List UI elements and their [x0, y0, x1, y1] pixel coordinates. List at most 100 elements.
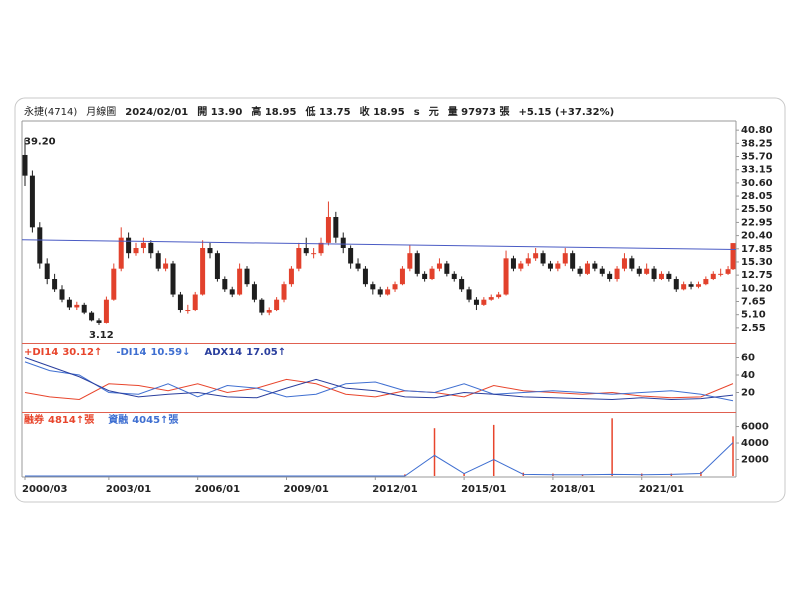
candle-body: [66, 299, 72, 308]
candle-body: [503, 258, 509, 295]
candle-body: [592, 263, 598, 269]
candle-body: [52, 279, 58, 290]
candle-body: [392, 284, 398, 290]
candle-body: [725, 269, 731, 274]
candle-body: [407, 253, 413, 269]
y-tick-label: 28.05: [741, 191, 773, 202]
candle-body: [37, 227, 43, 264]
annotation: 3.12: [89, 330, 114, 341]
y-tick-label: 30.60: [741, 178, 773, 189]
y-tick-label: 17.85: [741, 244, 773, 255]
candle-body: [730, 243, 736, 270]
candle-body: [399, 268, 405, 285]
y-tick-label: 38.25: [741, 138, 773, 149]
candle-body: [140, 242, 146, 249]
candle-body: [570, 253, 576, 269]
candle-body: [718, 273, 724, 275]
y-tick-label: 20.40: [741, 231, 773, 242]
candle-body: [29, 175, 35, 228]
candle-body: [377, 289, 383, 295]
header-item: 收 18.95: [360, 105, 405, 118]
legend-name: -DI14: [116, 347, 146, 358]
series-line: [24, 378, 734, 401]
y-tick-label: 4000: [741, 438, 769, 449]
y-tick-label: 25.50: [741, 204, 773, 215]
series-line: [25, 442, 734, 477]
candle-body: [636, 268, 642, 274]
candle-body: [525, 258, 531, 264]
header-item: 月線圖: [86, 105, 116, 118]
candle-body: [681, 284, 687, 290]
candle-body: [266, 310, 272, 313]
candle-body: [370, 284, 376, 290]
y-tick-label: 40.80: [741, 125, 773, 136]
candle-body: [355, 263, 361, 269]
candle-body: [621, 258, 627, 269]
candle-body: [237, 268, 243, 295]
y-tick-label: 5.10: [741, 310, 766, 321]
candle-body: [222, 279, 228, 290]
candle-body: [155, 253, 161, 269]
y-tick-label: 60: [741, 353, 755, 364]
candle-body: [185, 310, 191, 312]
candle-body: [214, 253, 220, 280]
candle-body: [488, 297, 494, 300]
candle-body: [89, 312, 95, 321]
x-tick-label: 2003/01: [106, 484, 151, 495]
candle-body: [229, 289, 235, 295]
candle-body: [44, 263, 50, 280]
candle-body: [695, 284, 701, 287]
legend-label: 10.59↓: [150, 347, 190, 358]
legend-label: 17.05↑: [246, 347, 286, 358]
annotation: 39.20: [24, 136, 56, 147]
legend-name: 融券: [24, 413, 45, 426]
candle-body: [170, 263, 176, 295]
candle-body: [192, 294, 198, 311]
candle-body: [518, 263, 524, 269]
candle-body: [362, 268, 368, 285]
candle-body: [703, 279, 709, 285]
candle-body: [651, 268, 657, 280]
y-tick-label: 10.20: [741, 283, 773, 294]
header-item: 2024/02/01: [125, 107, 188, 118]
header-item: s: [414, 107, 420, 118]
legend-name: ADX14: [204, 347, 242, 358]
legend-name: +DI14: [24, 347, 58, 358]
candle-body: [200, 248, 206, 295]
candle-body: [533, 253, 539, 259]
candle-body: [251, 284, 257, 300]
candle-body: [340, 237, 346, 249]
y-tick-label: 15.30: [741, 257, 773, 268]
candle-body: [629, 258, 635, 269]
candle-body: [466, 289, 472, 300]
x-tick-label: 2012/01: [372, 484, 417, 495]
x-tick-label: 2006/01: [195, 484, 240, 495]
candle-body: [599, 268, 605, 274]
header-item: 量 97973 張: [448, 105, 511, 118]
candle-body: [459, 279, 465, 290]
candle-body: [22, 154, 28, 176]
candle-body: [547, 263, 553, 269]
candle-body: [348, 248, 354, 264]
candle-body: [74, 304, 80, 308]
y-tick-label: 6000: [741, 422, 769, 433]
candle-body: [414, 253, 420, 274]
candle-body: [644, 268, 650, 274]
y-tick-label: 7.65: [741, 296, 766, 307]
trend-line: [21, 239, 737, 251]
candle-body: [436, 263, 442, 269]
candle-body: [555, 263, 561, 269]
header-item: 低 13.75: [304, 105, 350, 118]
candle-body: [451, 273, 457, 280]
candle-body: [325, 216, 331, 243]
candle-body: [207, 248, 213, 254]
y-tick-label: 33.15: [741, 165, 773, 176]
x-tick-label: 2015/01: [461, 484, 506, 495]
candle-body: [658, 273, 664, 280]
candle-body: [296, 248, 302, 269]
y-tick-label: 2000: [741, 455, 769, 466]
candle-body: [259, 299, 265, 313]
candle-body: [473, 299, 479, 305]
x-tick-label: 2018/01: [550, 484, 595, 495]
y-tick-label: 20: [741, 388, 755, 399]
